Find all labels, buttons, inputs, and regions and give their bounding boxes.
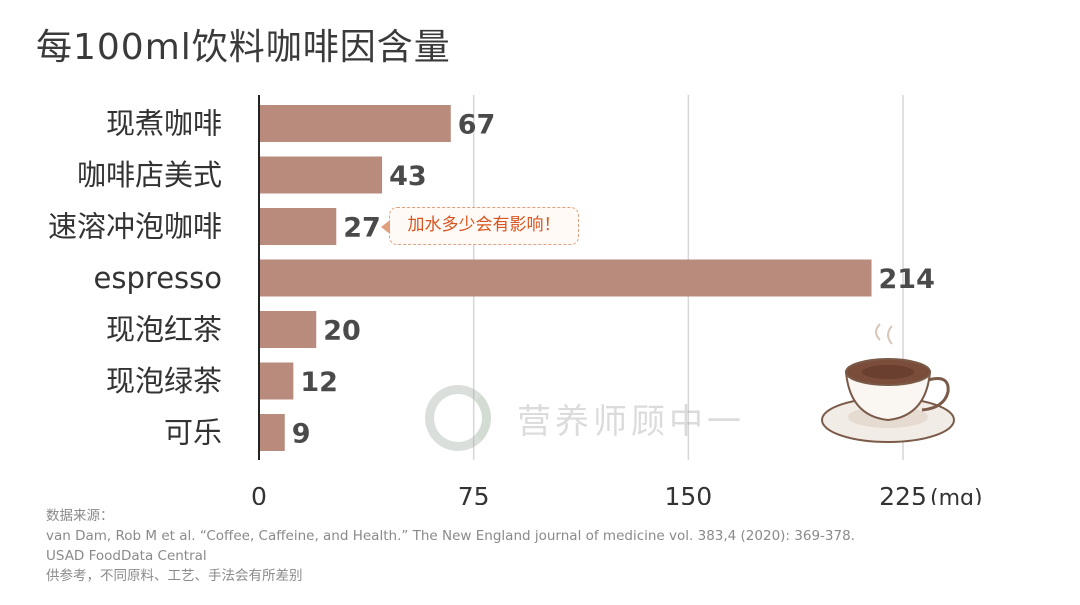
value-label: 43 [389, 161, 427, 192]
value-label: 67 [458, 110, 496, 141]
bar [259, 208, 337, 245]
x-tick-label: 225 [879, 482, 927, 505]
data-sources: 数据来源： van Dam, Rob M et al. “Coffee, Caf… [46, 506, 855, 586]
bars [259, 105, 872, 451]
tick-labels: 0 75 150 225 [251, 482, 927, 505]
bar [259, 259, 872, 297]
unit-label: (mg) [930, 486, 983, 505]
watermark-text: 营养师顾中一 [517, 401, 745, 442]
bar [259, 105, 451, 142]
annotation-note: 加水多少会有影响！ [381, 207, 579, 245]
chart-title: 每100ml饮料咖啡因含量 [36, 27, 451, 68]
category-label: 速溶冲泡咖啡 [48, 210, 222, 244]
bar [259, 414, 285, 451]
value-labels: 67 43 27 214 20 12 9 [292, 110, 935, 450]
x-tick-label: 150 [664, 482, 712, 505]
nutrition-logo-icon [425, 385, 491, 451]
category-label: 现泡绿茶 [106, 364, 222, 398]
source-line-note: 供参考，不同原料、工艺、手法会有所差别 [46, 568, 303, 584]
value-label: 214 [879, 264, 935, 295]
value-label: 9 [292, 419, 311, 450]
coffee-cup-icon [821, 323, 955, 443]
category-label: espresso [94, 261, 222, 295]
value-label: 27 [343, 213, 381, 244]
source-line-heading: 数据来源： [46, 508, 114, 524]
x-tick-label: 0 [251, 482, 267, 505]
category-label: 现煮咖啡 [106, 107, 222, 141]
bar [259, 311, 317, 348]
bar [259, 156, 383, 194]
value-label: 12 [300, 367, 338, 398]
source-line-citation: van Dam, Rob M et al. “Coffee, Caffeine,… [46, 528, 855, 544]
value-label: 20 [323, 316, 361, 347]
category-label: 可乐 [164, 416, 222, 450]
bar [259, 362, 294, 400]
category-label: 现泡红茶 [106, 313, 222, 347]
watermark: 营养师顾中一 [425, 385, 745, 451]
source-line-usda: USAD FoodData Central [46, 548, 207, 564]
category-label: 咖啡店美式 [77, 158, 222, 192]
x-tick-label: 75 [458, 482, 490, 505]
